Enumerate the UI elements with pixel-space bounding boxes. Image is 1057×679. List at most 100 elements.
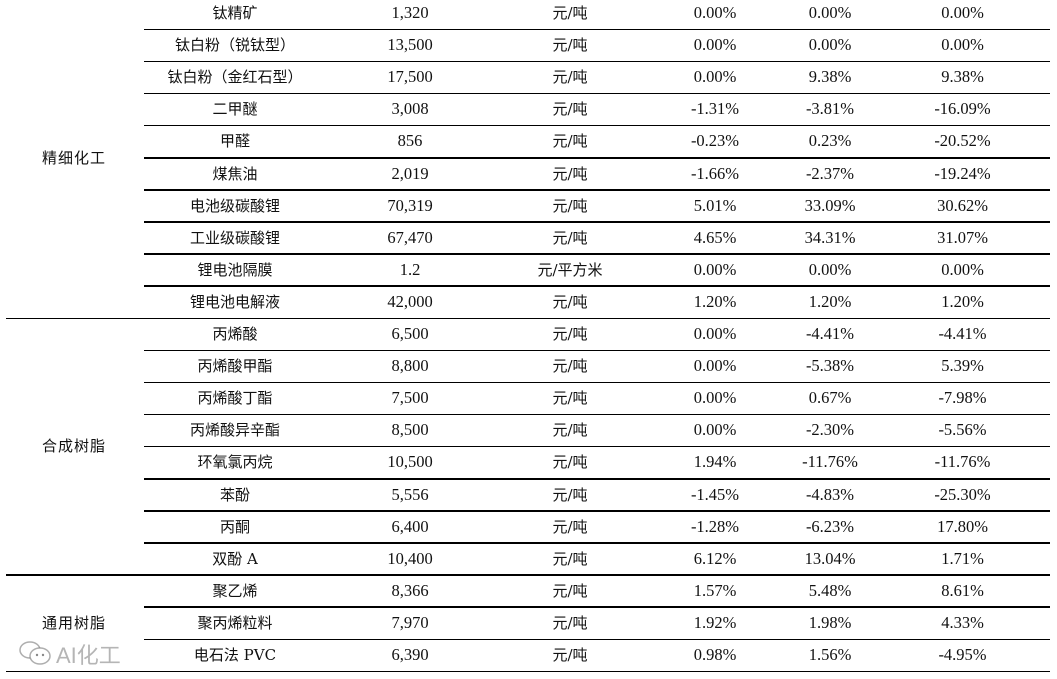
cell-c3: 0.00% bbox=[941, 35, 984, 55]
cell-c2: -4.83% bbox=[805, 484, 855, 504]
cell-c3: -20.52% bbox=[934, 131, 991, 151]
cell-product: 聚丙烯粒料 bbox=[197, 613, 273, 632]
row-divider bbox=[144, 478, 1050, 480]
cell-product: 钛精矿 bbox=[212, 4, 258, 22]
table-row: 钛精矿 1,320 元/吨 0.00% 0.00% 0.00% bbox=[0, 0, 1057, 29]
cell-c1: -0.23% bbox=[690, 131, 740, 151]
cell-c2: 34.31% bbox=[804, 227, 856, 247]
row-divider bbox=[144, 92, 1050, 95]
cell-price: 5,556 bbox=[391, 484, 429, 504]
cell-c1: 0.00% bbox=[693, 35, 737, 55]
cell-c1: 6.12% bbox=[693, 548, 737, 568]
cell-c1: 5.01% bbox=[693, 195, 737, 215]
table-row: 锂电池隔膜 1.2 元/平方米 0.00% 0.00% 0.00% bbox=[0, 254, 1057, 286]
cell-c3: -25.30% bbox=[934, 484, 991, 504]
cell-price: 6,500 bbox=[391, 324, 429, 343]
cell-price: 6,400 bbox=[391, 516, 429, 536]
cell-c3: -7.98% bbox=[938, 388, 987, 408]
cell-product: 丙烯酸异辛酯 bbox=[189, 421, 280, 440]
cell-product: 丙烯酸丁酯 bbox=[197, 389, 273, 408]
cell-unit: 元/吨 bbox=[552, 453, 588, 472]
cell-c3: -4.95% bbox=[938, 645, 987, 664]
row-divider bbox=[144, 445, 1050, 448]
cell-unit: 元/吨 bbox=[552, 100, 588, 119]
cell-c3: 5.39% bbox=[941, 356, 984, 376]
cell-price: 70,319 bbox=[387, 195, 433, 215]
cell-product: 锂电池隔膜 bbox=[197, 260, 273, 279]
cell-unit: 元/吨 bbox=[552, 228, 588, 247]
cell-c3: 0.00% bbox=[941, 3, 984, 22]
row-divider bbox=[144, 189, 1050, 191]
table-row: 钛白粉（锐钛型） 13,500 元/吨 0.00% 0.00% 0.00% bbox=[0, 29, 1057, 61]
cell-c1: 0.00% bbox=[693, 259, 737, 279]
cell-unit: 元/吨 bbox=[552, 646, 588, 664]
table-row: 丙烯酸异辛酯 8,500 元/吨 0.00% -2.30% -5.56% bbox=[0, 414, 1057, 446]
cell-unit: 元/吨 bbox=[552, 196, 588, 215]
cell-c1: -1.28% bbox=[690, 516, 740, 536]
cell-c1: 0.00% bbox=[693, 356, 737, 376]
cell-unit: 元/吨 bbox=[552, 581, 588, 600]
cell-c2: -5.38% bbox=[805, 356, 855, 376]
cell-c1: 1.57% bbox=[693, 580, 737, 600]
cell-price: 7,500 bbox=[391, 388, 429, 408]
table-row: 丙烯酸甲酯 8,800 元/吨 0.00% -5.38% 5.39% bbox=[0, 350, 1057, 382]
cell-price: 7,970 bbox=[391, 612, 429, 632]
group-label: 通用树脂 bbox=[41, 613, 106, 632]
cell-c1: -1.31% bbox=[690, 99, 740, 119]
cell-c3: -16.09% bbox=[934, 99, 991, 119]
row-divider bbox=[144, 124, 1050, 127]
cell-c3: 8.61% bbox=[941, 580, 984, 600]
cell-unit: 元/吨 bbox=[552, 164, 588, 183]
cell-product: 电石法 PVC bbox=[193, 646, 277, 664]
cell-c1: 0.00% bbox=[693, 420, 737, 440]
cell-product: 钛白粉（金红石型） bbox=[167, 68, 303, 87]
row-divider bbox=[144, 510, 1050, 512]
cell-product: 工业级碳酸锂 bbox=[189, 228, 280, 247]
table-row: 环氧氯丙烷 10,500 元/吨 1.94% -11.76% -11.76% bbox=[0, 446, 1057, 478]
cell-product: 环氧氯丙烷 bbox=[197, 453, 273, 472]
table-row: 甲醛 856 元/吨 -0.23% 0.23% -20.52% bbox=[0, 125, 1057, 157]
cell-c2: 1.98% bbox=[808, 612, 852, 632]
cell-c2: 5.48% bbox=[808, 580, 852, 600]
cell-product: 丙烯酸甲酯 bbox=[197, 357, 273, 376]
cell-unit: 元/吨 bbox=[552, 4, 588, 22]
table-row: 煤焦油 2,019 元/吨 -1.66% -2.37% -19.24% bbox=[0, 158, 1057, 190]
cell-c3: 30.62% bbox=[937, 195, 988, 215]
cell-price: 1.2 bbox=[399, 259, 421, 279]
table-row: 钛白粉（金红石型） 17,500 元/吨 0.00% 9.38% 9.38% bbox=[0, 61, 1057, 93]
row-divider bbox=[144, 606, 1050, 608]
cell-price: 8,366 bbox=[391, 580, 429, 600]
row-divider bbox=[144, 638, 1050, 640]
cell-price: 6,390 bbox=[391, 645, 429, 664]
row-divider bbox=[144, 28, 1050, 31]
cell-c1: 0.00% bbox=[693, 3, 737, 22]
cell-unit: 元/吨 bbox=[552, 36, 588, 55]
table-row: 丙烯酸 6,500 元/吨 0.00% -4.41% -4.41% bbox=[0, 318, 1057, 350]
cell-unit: 元/吨 bbox=[552, 485, 588, 504]
row-divider bbox=[144, 221, 1050, 223]
table-row: 锂电池电解液 42,000 元/吨 1.20% 1.20% 1.20% bbox=[0, 286, 1057, 318]
table-row: 二甲醚 3,008 元/吨 -1.31% -3.81% -16.09% bbox=[0, 93, 1057, 125]
cell-c1: 1.92% bbox=[693, 612, 737, 632]
cell-unit: 元/吨 bbox=[552, 421, 588, 440]
cell-product: 苯酚 bbox=[219, 485, 250, 504]
row-divider bbox=[144, 157, 1050, 159]
cell-unit: 元/吨 bbox=[552, 357, 588, 376]
cell-c1: 0.98% bbox=[693, 645, 737, 664]
row-divider bbox=[144, 381, 1050, 384]
cell-c2: 0.00% bbox=[808, 259, 852, 279]
cell-c1: 0.00% bbox=[693, 67, 737, 87]
row-divider bbox=[144, 60, 1050, 63]
cell-c3: 31.07% bbox=[937, 227, 988, 247]
watermark: AI化工 bbox=[18, 640, 121, 672]
wechat-icon bbox=[18, 640, 52, 672]
cell-price: 2,019 bbox=[391, 163, 429, 183]
row-divider bbox=[144, 349, 1050, 352]
cell-unit: 元/吨 bbox=[552, 613, 588, 632]
cell-c3: 17.80% bbox=[937, 516, 988, 536]
cell-c1: 1.94% bbox=[693, 452, 737, 472]
cell-price: 42,000 bbox=[387, 291, 433, 311]
cell-c1: 1.20% bbox=[693, 291, 737, 311]
cell-product: 电池级碳酸锂 bbox=[189, 196, 280, 215]
cell-price: 8,500 bbox=[391, 420, 429, 440]
